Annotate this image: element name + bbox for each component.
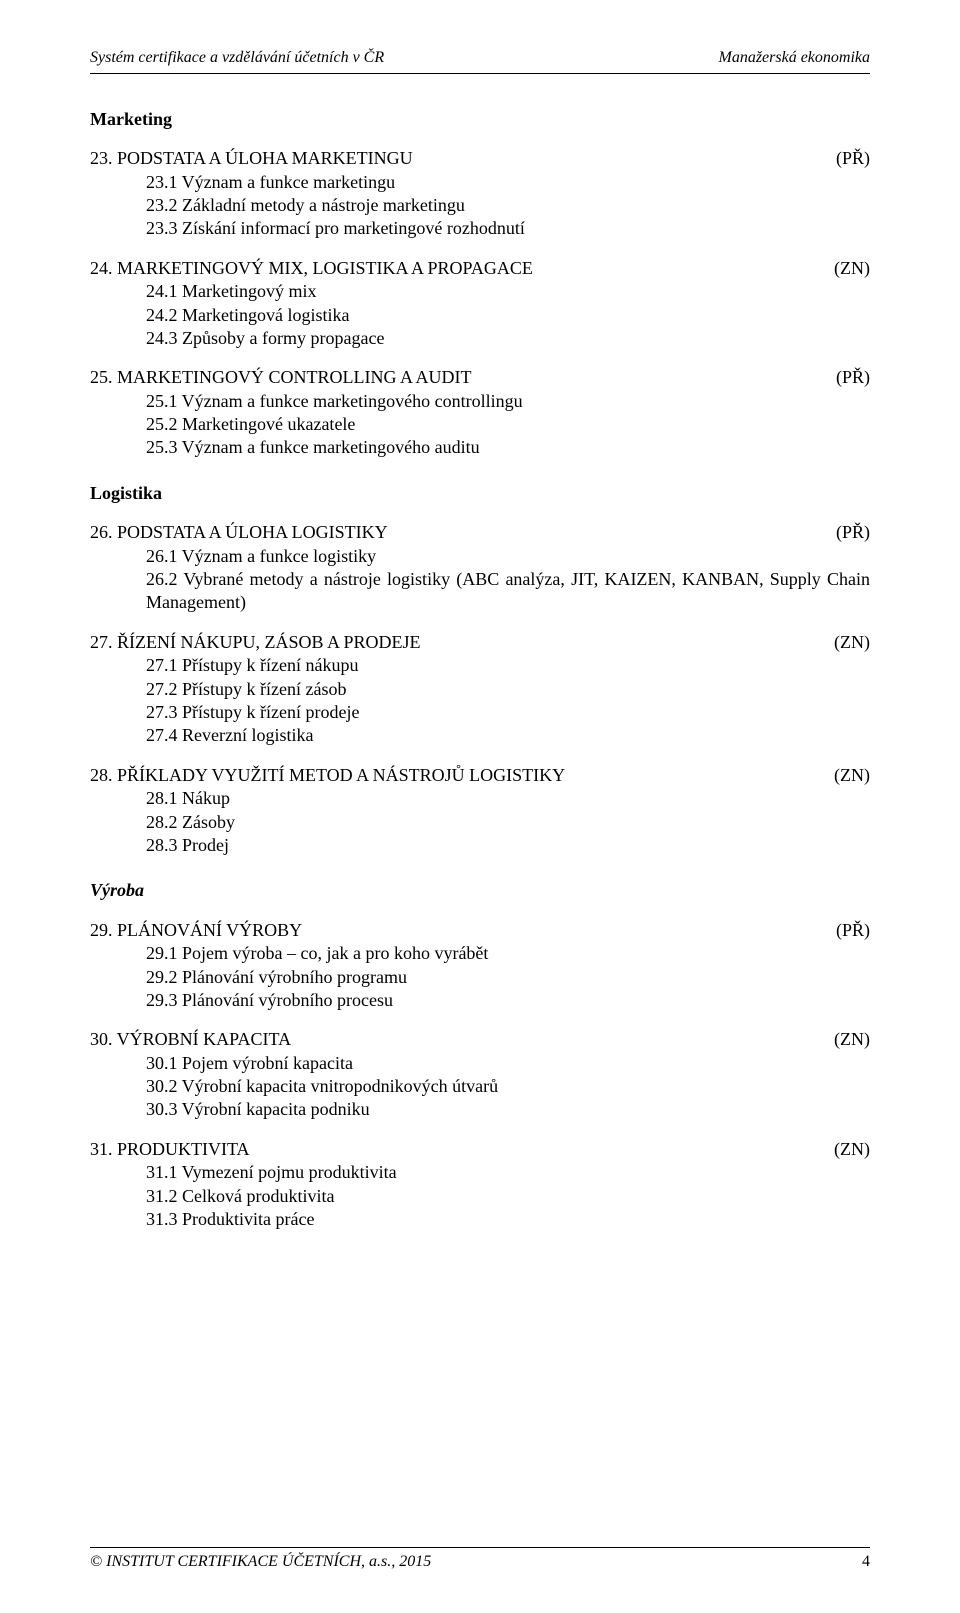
- topic-26-tag: (PŘ): [816, 521, 870, 544]
- topic-26-sub-2: 26.2 Vybrané metody a nástroje logistiky…: [146, 568, 870, 615]
- topic-29-sub-1: 29.1 Pojem výroba – co, jak a pro koho v…: [146, 942, 870, 965]
- page-header: Systém certifikace a vzdělávání účetních…: [90, 48, 870, 74]
- topic-27-sub-4: 27.4 Reverzní logistika: [146, 724, 870, 747]
- topic-29-sub-2: 29.2 Plánování výrobního programu: [146, 966, 870, 989]
- topic-25-sub-3: 25.3 Význam a funkce marketingového audi…: [146, 436, 870, 459]
- topic-28-tag: (ZN): [814, 764, 870, 787]
- topic-26: 26. PODSTATA A ÚLOHA LOGISTIKY (PŘ): [90, 521, 870, 544]
- topic-31-tag: (ZN): [814, 1138, 870, 1161]
- topic-23-title: 23. PODSTATA A ÚLOHA MARKETINGU: [90, 147, 816, 170]
- topic-31-sub-3: 31.3 Produktivita práce: [146, 1208, 870, 1231]
- topic-25: 25. MARKETINGOVÝ CONTROLLING A AUDIT (PŘ…: [90, 366, 870, 389]
- page: Systém certifikace a vzdělávání účetních…: [0, 0, 960, 1613]
- topic-27-title: 27. ŘÍZENÍ NÁKUPU, ZÁSOB A PRODEJE: [90, 631, 814, 654]
- topic-24-sub-1: 24.1 Marketingový mix: [146, 280, 870, 303]
- topic-27-sub-3: 27.3 Přístupy k řízení prodeje: [146, 701, 870, 724]
- header-left: Systém certifikace a vzdělávání účetních…: [90, 48, 384, 69]
- topic-28-sub-3: 28.3 Prodej: [146, 834, 870, 857]
- topic-29-title: 29. PLÁNOVÁNÍ VÝROBY: [90, 919, 816, 942]
- topic-24-tag: (ZN): [814, 257, 870, 280]
- section-vyroba: Výroba: [90, 879, 870, 902]
- topic-26-sub-1: 26.1 Význam a funkce logistiky: [146, 545, 870, 568]
- topic-30-tag: (ZN): [814, 1028, 870, 1051]
- topic-27-tag: (ZN): [814, 631, 870, 654]
- topic-29-tag: (PŘ): [816, 919, 870, 942]
- header-right: Manažerská ekonomika: [718, 48, 870, 69]
- footer-page-number: 4: [862, 1552, 870, 1573]
- topic-23-sub-1: 23.1 Význam a funkce marketingu: [146, 171, 870, 194]
- topic-31: 31. PRODUKTIVITA (ZN): [90, 1138, 870, 1161]
- topic-30-sub-1: 30.1 Pojem výrobní kapacita: [146, 1052, 870, 1075]
- topic-31-sub-2: 31.2 Celková produktivita: [146, 1185, 870, 1208]
- topic-25-sub-1: 25.1 Význam a funkce marketingového cont…: [146, 390, 870, 413]
- topic-30: 30. VÝROBNÍ KAPACITA (ZN): [90, 1028, 870, 1051]
- topic-28-title: 28. PŘÍKLADY VYUŽITÍ METOD A NÁSTROJŮ LO…: [90, 764, 814, 787]
- topic-24-sub-2: 24.2 Marketingová logistika: [146, 304, 870, 327]
- topic-28-sub-1: 28.1 Nákup: [146, 787, 870, 810]
- section-logistika: Logistika: [90, 482, 870, 505]
- topic-26-title: 26. PODSTATA A ÚLOHA LOGISTIKY: [90, 521, 816, 544]
- topic-23: 23. PODSTATA A ÚLOHA MARKETINGU (PŘ): [90, 147, 870, 170]
- topic-30-sub-3: 30.3 Výrobní kapacita podniku: [146, 1098, 870, 1121]
- section-marketing: Marketing: [90, 108, 870, 131]
- topic-27-sub-1: 27.1 Přístupy k řízení nákupu: [146, 654, 870, 677]
- topic-24: 24. MARKETINGOVÝ MIX, LOGISTIKA A PROPAG…: [90, 257, 870, 280]
- topic-30-title: 30. VÝROBNÍ KAPACITA: [90, 1028, 814, 1051]
- topic-25-title: 25. MARKETINGOVÝ CONTROLLING A AUDIT: [90, 366, 816, 389]
- topic-25-sub-2: 25.2 Marketingové ukazatele: [146, 413, 870, 436]
- topic-23-sub-2: 23.2 Základní metody a nástroje marketin…: [146, 194, 870, 217]
- topic-23-tag: (PŘ): [816, 147, 870, 170]
- topic-28: 28. PŘÍKLADY VYUŽITÍ METOD A NÁSTROJŮ LO…: [90, 764, 870, 787]
- page-footer: © INSTITUT CERTIFIKACE ÚČETNÍCH, a.s., 2…: [90, 1547, 870, 1573]
- topic-27-sub-2: 27.2 Přístupy k řízení zásob: [146, 678, 870, 701]
- topic-30-sub-2: 30.2 Výrobní kapacita vnitropodnikových …: [146, 1075, 870, 1098]
- topic-29-sub-3: 29.3 Plánování výrobního procesu: [146, 989, 870, 1012]
- topic-23-sub-3: 23.3 Získání informací pro marketingové …: [146, 217, 870, 240]
- topic-31-sub-1: 31.1 Vymezení pojmu produktivita: [146, 1161, 870, 1184]
- topic-27: 27. ŘÍZENÍ NÁKUPU, ZÁSOB A PRODEJE (ZN): [90, 631, 870, 654]
- topic-31-title: 31. PRODUKTIVITA: [90, 1138, 814, 1161]
- topic-29: 29. PLÁNOVÁNÍ VÝROBY (PŘ): [90, 919, 870, 942]
- footer-left: © INSTITUT CERTIFIKACE ÚČETNÍCH, a.s., 2…: [90, 1552, 431, 1573]
- topic-24-sub-3: 24.3 Způsoby a formy propagace: [146, 327, 870, 350]
- topic-25-tag: (PŘ): [816, 366, 870, 389]
- topic-24-title: 24. MARKETINGOVÝ MIX, LOGISTIKA A PROPAG…: [90, 257, 814, 280]
- topic-28-sub-2: 28.2 Zásoby: [146, 811, 870, 834]
